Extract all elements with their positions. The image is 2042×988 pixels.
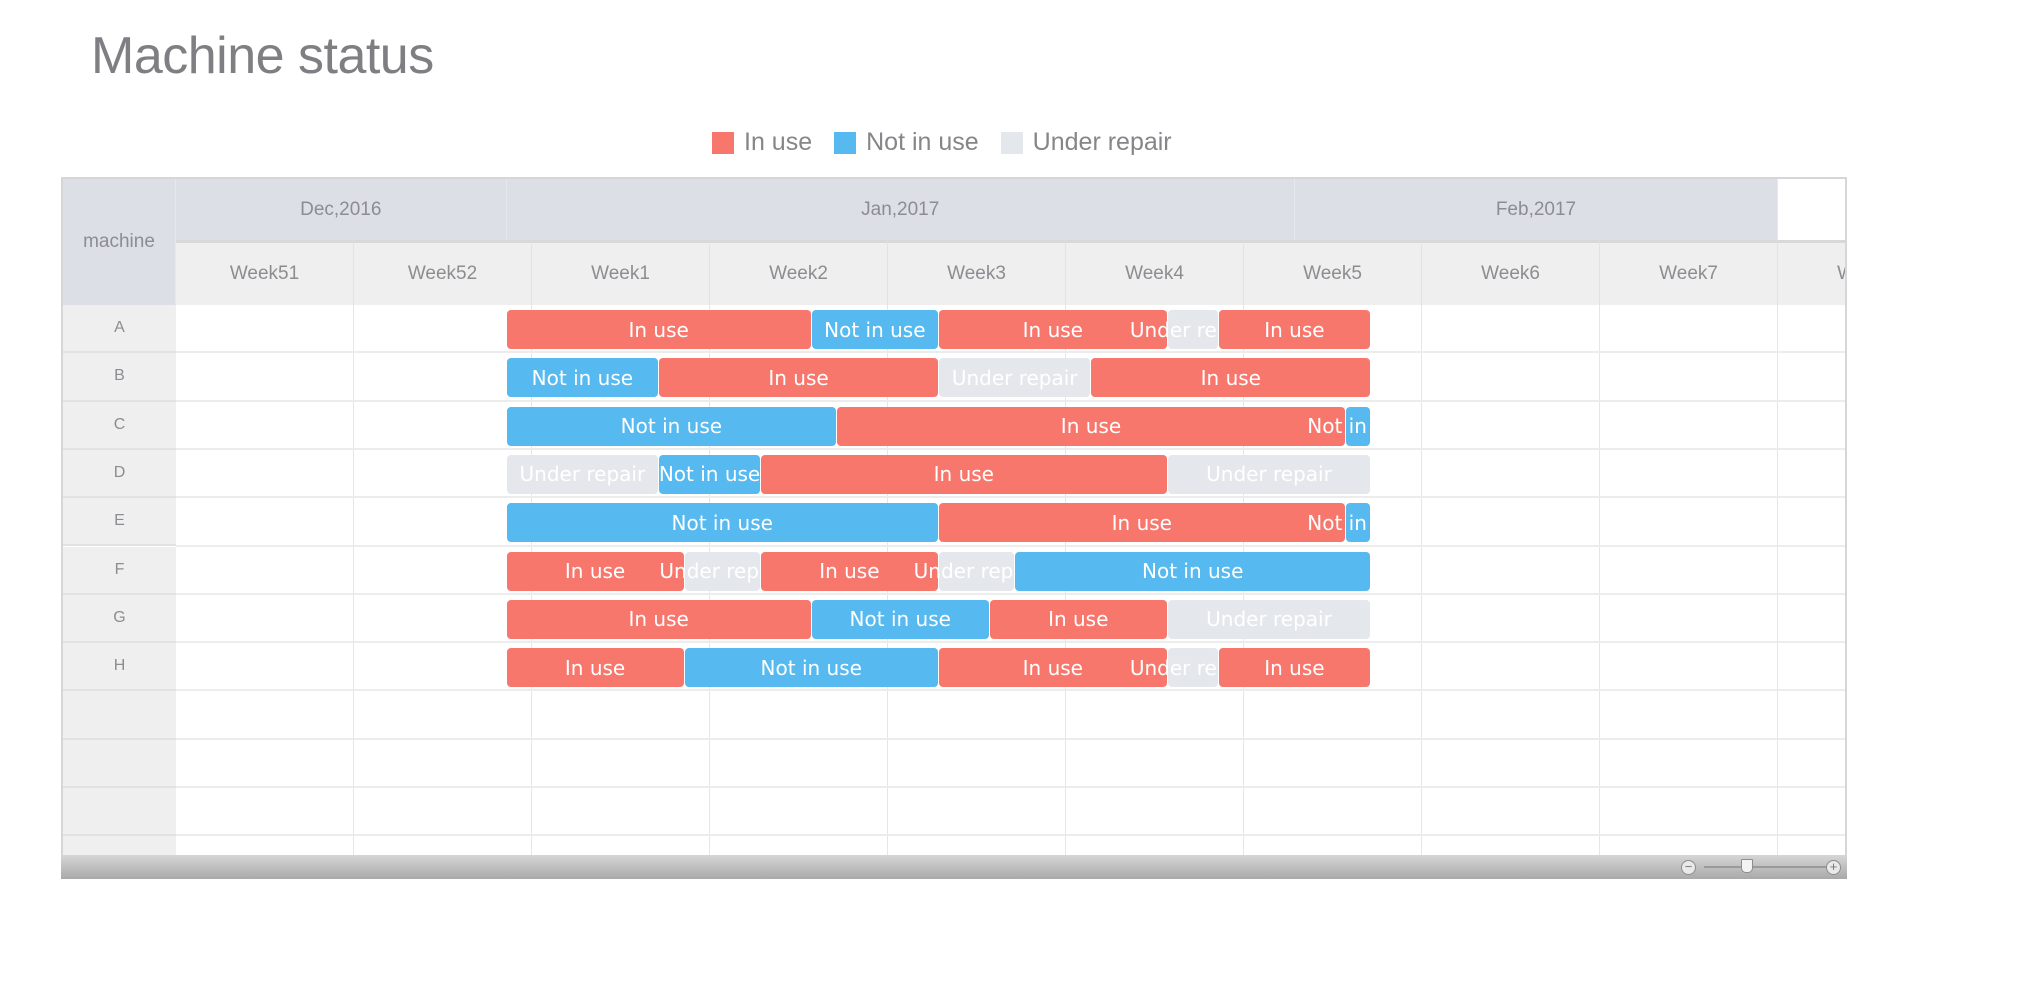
legend-item[interactable]: Not in use <box>834 128 979 157</box>
week-header: Week8 <box>1778 240 1845 305</box>
chart-title: Machine status <box>91 27 434 85</box>
row-gridline <box>176 786 1845 788</box>
task-bar-under-repair[interactable]: Under repair <box>659 551 785 591</box>
task-bar-not-in-use[interactable]: Not in use <box>811 599 989 639</box>
task-bar-in-use[interactable]: In use <box>760 551 938 591</box>
task-bar-in-use[interactable]: In use <box>760 454 1167 494</box>
week-header: Week3 <box>888 240 1067 305</box>
legend-label: Under repair <box>1032 128 1172 156</box>
task-bar-not-in-use[interactable]: Not in use <box>811 310 938 349</box>
task-bar-in-use[interactable]: In use <box>938 503 1345 543</box>
task-bar-not-in-use[interactable]: Not in use <box>1307 503 1409 543</box>
week-header: Week4 <box>1066 240 1245 305</box>
row-header-machine: machine <box>63 179 176 305</box>
zoom-slider-thumb[interactable] <box>1741 859 1754 873</box>
row-label <box>63 788 176 837</box>
task-bar-in-use[interactable]: In use <box>938 648 1167 688</box>
legend-item[interactable]: Under repair <box>1000 128 1172 157</box>
row-label: C <box>63 401 176 450</box>
week-gridline <box>887 305 889 877</box>
task-bar-in-use[interactable]: In use <box>837 406 1345 446</box>
task-bar-in-use[interactable]: In use <box>1218 648 1371 688</box>
zoom-slider-track[interactable] <box>1704 866 1832 868</box>
legend-swatch <box>1000 131 1023 154</box>
legend-swatch <box>712 131 734 154</box>
task-bar-not-in-use[interactable]: Not in use <box>506 406 837 446</box>
task-bar-not-in-use[interactable]: Not in use <box>506 503 938 543</box>
row-label: A <box>63 305 176 354</box>
week-gridline <box>1243 305 1245 877</box>
legend-label: Not in use <box>866 128 979 156</box>
row-label <box>63 739 176 788</box>
row-gridline <box>176 399 1845 402</box>
gantt-table: machine Dec,2016 Jan,2017 Feb,2017 Week51 Wee… <box>61 177 1847 879</box>
task-bar-in-use[interactable]: In use <box>1091 358 1371 398</box>
row-label: E <box>63 498 176 547</box>
week-gridline <box>1065 305 1067 877</box>
row-gridline <box>176 351 1845 354</box>
week-gridline <box>709 305 711 877</box>
month-header: Dec,2016 <box>176 179 507 240</box>
week-header: Week5 <box>1244 240 1423 305</box>
week-header: Week2 <box>710 240 889 305</box>
task-bar-not-in-use[interactable]: Not in use <box>684 648 938 688</box>
task-bar-under-repair[interactable]: Under repair <box>1130 310 1256 349</box>
row-label: B <box>63 353 176 402</box>
week-gridline <box>353 305 354 877</box>
row-gridline <box>176 447 1845 450</box>
row-label: D <box>63 449 176 499</box>
week-gridline <box>1421 305 1423 877</box>
task-bar-under-repair[interactable]: Under repair <box>914 551 1039 591</box>
task-bar-under-repair[interactable]: Under repair <box>1167 454 1371 494</box>
legend-swatch <box>834 131 857 154</box>
task-bar-under-repair[interactable]: Under repair <box>506 454 659 494</box>
task-bar-in-use[interactable]: In use <box>506 310 811 349</box>
week-gridline <box>1599 305 1601 877</box>
legend-label: In use <box>744 128 813 156</box>
row-gridline <box>176 737 1845 740</box>
task-bar-in-use[interactable]: In use <box>989 599 1167 639</box>
row-label: G <box>63 594 176 644</box>
month-header: Feb,2017 <box>1294 179 1779 240</box>
task-bar-in-use[interactable]: In use <box>1218 310 1371 349</box>
task-bar-in-use[interactable]: In use <box>506 648 684 688</box>
task-bar-not-in-use[interactable]: Not in use <box>659 454 760 494</box>
task-bar-not-in-use[interactable]: Not in use <box>506 358 659 398</box>
week-header: Week52 <box>354 240 532 305</box>
week-header: Week51 <box>176 240 354 305</box>
task-bar-in-use[interactable]: In use <box>938 310 1167 349</box>
row-gridline <box>176 544 1845 547</box>
task-bar-in-use[interactable]: In use <box>506 599 811 639</box>
task-bar-not-in-use[interactable]: Not in use <box>1015 551 1371 591</box>
row-label: H <box>63 643 176 692</box>
task-bar-in-use[interactable]: In use <box>659 358 938 398</box>
week-gridline <box>531 305 533 877</box>
row-gridline <box>176 496 1845 499</box>
row-gridline <box>176 592 1845 595</box>
zoom-out-icon[interactable]: − <box>1681 860 1696 875</box>
legend-item[interactable]: In use <box>712 128 812 157</box>
row-label <box>63 691 176 740</box>
week-header: Week1 <box>532 240 711 305</box>
gantt-footer-bar: − + <box>61 855 1847 879</box>
task-bar-not-in-use[interactable]: Not in use <box>1307 406 1409 446</box>
row-gridline <box>176 689 1845 692</box>
row-gridline <box>176 641 1845 644</box>
month-header: Jan,2017 <box>506 179 1295 240</box>
legend: In use Not in use Under repair <box>712 128 1194 157</box>
week-gridline <box>1777 305 1779 877</box>
week-header: Week6 <box>1422 240 1601 305</box>
task-bar-under-repair[interactable]: Under repair <box>938 358 1091 398</box>
row-gridline <box>176 834 1845 837</box>
task-bar-under-repair[interactable]: Under repair <box>1130 648 1256 688</box>
row-label: F <box>63 546 176 595</box>
week-header: Week7 <box>1600 240 1779 305</box>
task-bar-under-repair[interactable]: Under repair <box>1167 599 1371 639</box>
task-bar-in-use[interactable]: In use <box>506 551 684 591</box>
zoom-in-icon[interactable]: + <box>1826 860 1841 875</box>
